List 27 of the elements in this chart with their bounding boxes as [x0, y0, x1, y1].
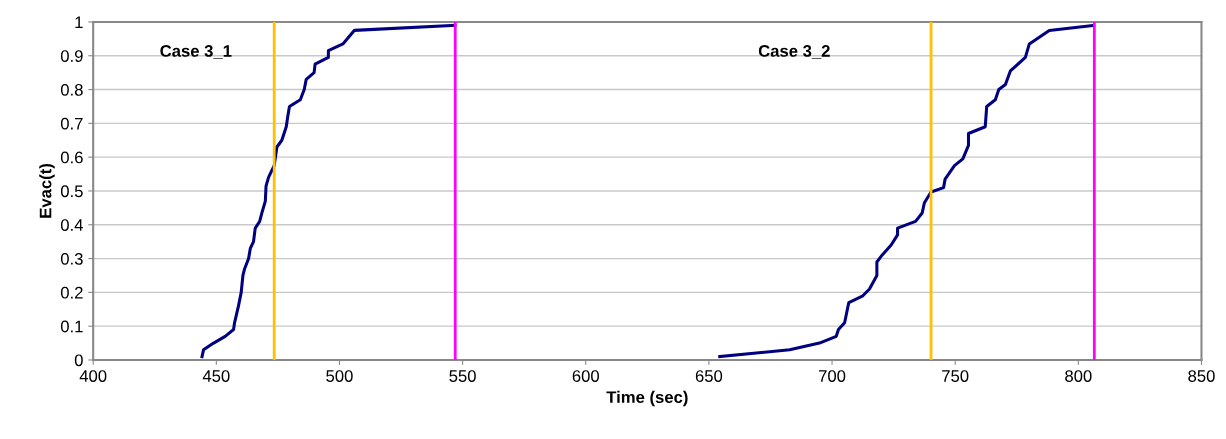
x-tick-label: 650 [695, 370, 723, 382]
x-axis-title: Time (sec) [606, 390, 688, 407]
y-tick-label: 0.4 [60, 219, 83, 231]
y-tick-label: 0.1 [60, 320, 83, 333]
x-tick-label: 500 [326, 370, 353, 382]
y-tick-label: 0 [74, 354, 83, 367]
line-series [200, 23, 457, 359]
line-series [718, 23, 1096, 359]
annotation: Case 3_2 [758, 45, 830, 59]
y-axis-title: Evac(t) [39, 164, 55, 218]
x-tick-label: 600 [572, 370, 600, 382]
annotation: Case 3_1 [160, 45, 232, 59]
y-tick-label: 1 [75, 16, 83, 28]
x-tick-label: 700 [819, 370, 846, 382]
x-tick-label: 750 [942, 370, 969, 382]
x-tick-label: 450 [202, 370, 230, 382]
y-tick-label: 0.8 [60, 83, 83, 96]
y-tick-label: 0.5 [60, 185, 83, 198]
x-tick-label: 550 [449, 370, 476, 382]
y-tick-label: 0.2 [60, 286, 83, 299]
x-tick-label: 800 [1065, 370, 1092, 382]
y-tick-label: 0.7 [60, 117, 83, 130]
y-tick-label: 0.3 [60, 252, 83, 265]
x-tick-label: 850 [1188, 370, 1215, 382]
y-tick-label: 0.6 [60, 151, 83, 164]
y-tick-label: 0.9 [60, 50, 83, 62]
x-tick-label: 400 [79, 370, 107, 382]
